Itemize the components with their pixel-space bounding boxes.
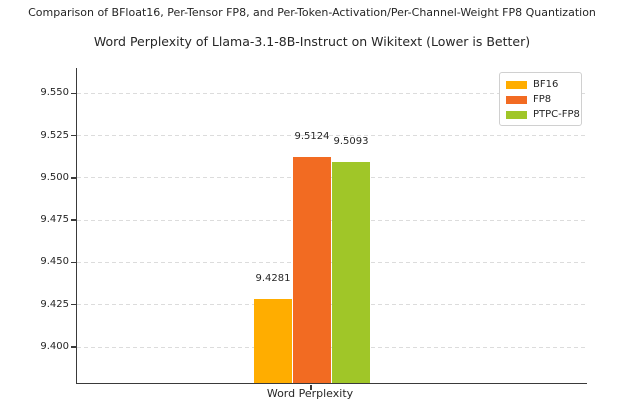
y-tick-label: 9.475 (40, 214, 69, 226)
figure-suptitle: Comparison of BFloat16, Per-Tensor FP8, … (28, 6, 596, 19)
legend-label: BF16 (533, 79, 559, 90)
y-tick-label: 9.550 (40, 87, 69, 99)
y-tick-mark (71, 261, 76, 264)
chart-title: Word Perplexity of Llama-3.1-8B-Instruct… (93, 34, 531, 49)
bar-value-label-ptpc-fp8: 9.5093 (333, 136, 369, 148)
y-tick-mark (71, 92, 76, 95)
legend-label: PTPC-FP8 (533, 109, 580, 120)
bar-value-label-fp8: 9.5124 (294, 130, 330, 142)
y-tick-label: 9.400 (40, 341, 69, 352)
bar-fp8 (293, 156, 331, 383)
bar-value-label-bf16: 9.4281 (255, 273, 291, 285)
y-tick-label: 9.425 (40, 298, 69, 310)
legend-swatch-icon (506, 95, 527, 104)
bar-bf16 (254, 299, 292, 383)
bar-ptpc-fp8 (332, 162, 370, 383)
legend-label: FP8 (533, 94, 552, 105)
y-tick-mark (71, 346, 76, 348)
gridline (77, 92, 587, 94)
y-tick-mark (71, 303, 76, 306)
legend-item-fp8: FP8 (506, 93, 575, 106)
y-tick-mark (71, 219, 76, 221)
x-tick-mark (310, 385, 312, 390)
gridline (77, 135, 587, 137)
x-category-label: Word Perplexity (266, 387, 354, 400)
y-tick-label: 9.450 (40, 256, 69, 268)
y-tick-mark (71, 134, 76, 137)
legend-swatch-icon (506, 110, 527, 119)
y-tick-label: 9.500 (40, 171, 69, 183)
plot-area: 9.400 9.425 9.450 9.475 9.500 9.525 9.550 9.428… (40, 68, 587, 390)
legend-swatch-icon (506, 80, 527, 89)
y-tick-mark (71, 177, 76, 179)
y-tick-label: 9.525 (40, 129, 69, 141)
legend-item-bf16: BF16 (506, 78, 575, 91)
legend: BF16 FP8 PTPC-FP8 (499, 72, 582, 126)
legend-item-ptpc-fp8: PTPC-FP8 (506, 108, 580, 121)
